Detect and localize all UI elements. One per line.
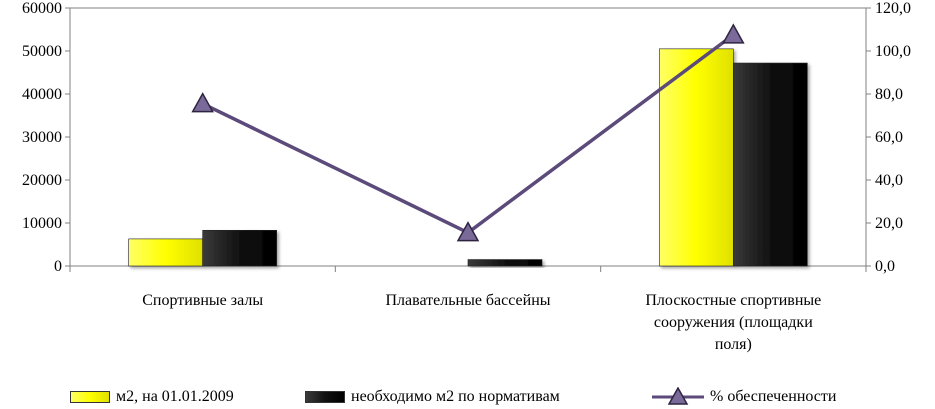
legend-item-m2: м2, на 01.01.2009 [70, 384, 234, 409]
category-labels: Спортивные залы Плавательные бассейны Плос… [142, 292, 821, 353]
bar-m2 [128, 238, 203, 267]
bar-norm [733, 62, 808, 267]
percent-marker-triangle [191, 92, 214, 113]
bar-m2 [659, 48, 734, 267]
y-left-tick-label: 20000 [22, 172, 62, 189]
legend-swatch-yellow [70, 390, 110, 403]
category-label: Спортивные залы [142, 292, 263, 309]
y-right-tick-label: 60,0 [875, 129, 903, 146]
bar-norm [202, 230, 277, 267]
percent-marker-triangle [456, 221, 480, 242]
y-right-tick-label: 80,0 [875, 86, 903, 103]
y-left-tick-label: 50000 [22, 43, 62, 60]
y-left-tick-label: 40000 [22, 86, 62, 103]
category-label-line: Плоскостные спортивные [645, 292, 821, 309]
y-right-tick-label: 0,0 [875, 258, 895, 275]
legend: м2, на 01.01.2009 необходимо м2 по норма… [0, 384, 935, 409]
percent-line [191, 23, 745, 242]
category-label-line: Спортивные залы [142, 292, 263, 309]
percent-marker-triangle [722, 23, 745, 44]
category-label: Плоскостные спортивные сооружения (площад… [645, 292, 821, 353]
y-right-tick-label: 40,0 [875, 172, 903, 189]
y-left-tick-label: 10000 [22, 215, 62, 232]
bars [128, 48, 808, 267]
legend-line-triangle-icon [652, 386, 704, 405]
category-label: Плавательные бассейны [385, 292, 550, 309]
y-left-tick-label: 0 [54, 258, 62, 275]
legend-item-norm: необходимо м2 по нормативам [305, 384, 560, 409]
y-right-tick-label: 120,0 [875, 0, 911, 17]
y-right-tick-label: 100,0 [875, 43, 911, 60]
legend-item-percent: % обеспеченности [652, 384, 836, 409]
legend-label-norm: необходимо м2 по нормативам [351, 387, 560, 405]
legend-swatch-black [305, 390, 345, 403]
category-label-line: поля) [715, 336, 752, 353]
y-left-tick-label: 60000 [22, 0, 62, 17]
y-left-tick-label: 30000 [22, 129, 62, 146]
category-label-line: сооружения (площадки [654, 314, 813, 331]
category-label-line: Плавательные бассейны [385, 292, 550, 309]
legend-label-m2: м2, на 01.01.2009 [116, 387, 234, 405]
legend-label-percent: % обеспеченности [710, 387, 837, 405]
bar-norm [467, 259, 543, 267]
y-right-tick-label: 20,0 [875, 215, 903, 232]
axes: 0 10000 20000 30000 40000 50000 60000 0,0 20,0 40… [22, 0, 911, 275]
percent-polyline [201, 33, 735, 235]
